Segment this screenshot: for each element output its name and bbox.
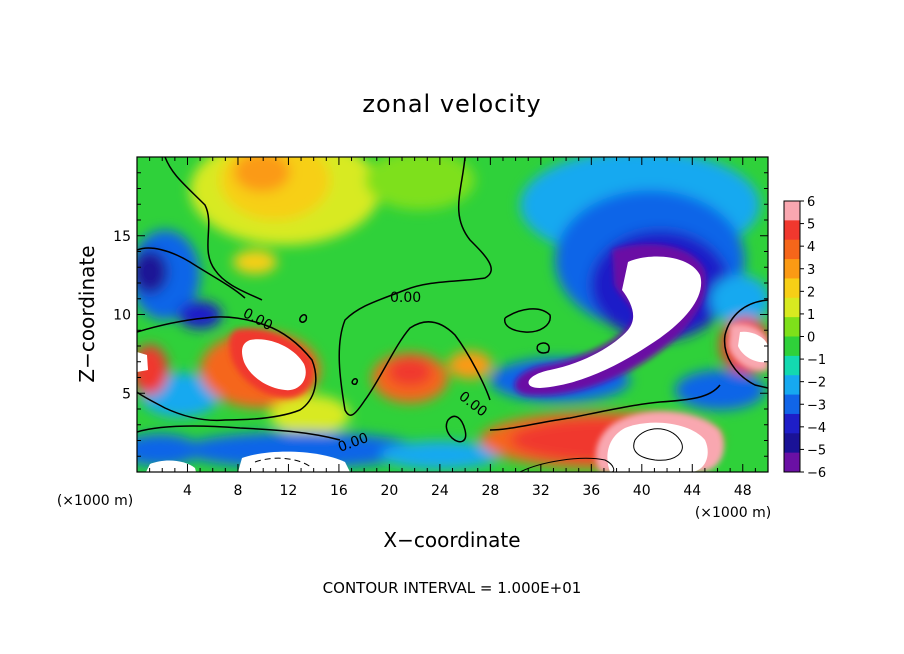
colorbar-swatch: [784, 278, 800, 299]
x-tick-label: 24: [431, 483, 449, 499]
x-tick-label: 8: [233, 483, 242, 499]
colorbar-tick-label: −2: [807, 376, 826, 391]
colorbar-swatch: [784, 297, 800, 318]
colorbar-tick-label: 4: [807, 240, 815, 255]
y-axis-ticks: 5 10 15: [113, 172, 768, 457]
x-tick-label: 16: [330, 483, 348, 499]
closed-contours-high: [254, 428, 683, 472]
y-tick-label: 10: [113, 308, 131, 324]
colorbar: [783, 200, 801, 473]
heatmap-field: [137, 157, 768, 472]
colorbar-tick-label: −4: [807, 421, 826, 436]
x-tick-label: 12: [280, 483, 298, 499]
colorbar-swatch: [784, 413, 800, 434]
x-origin-unit-label: (×1000 m): [57, 493, 133, 509]
x-tick-label: 20: [380, 483, 398, 499]
contour-interval-note: CONTOUR INTERVAL = 1.000E+01: [323, 579, 582, 597]
y-axis-label: Z−coordinate: [75, 245, 99, 382]
colorbar-swatch: [784, 452, 800, 473]
colorbar-tick-label: 6: [807, 195, 815, 210]
colorbar-tick-label: 5: [807, 218, 815, 233]
colorbar-swatch: [784, 355, 800, 376]
colorbar-tick-label: 0: [807, 331, 815, 346]
x-end-unit-label: (×1000 m): [695, 505, 771, 521]
x-tick-label: 32: [532, 483, 550, 499]
x-tick-label: 36: [582, 483, 600, 499]
x-tick-label: 28: [481, 483, 499, 499]
colorbar-swatch: [784, 433, 800, 454]
y-tick-label: 5: [122, 386, 131, 402]
zero-contours: [137, 157, 768, 443]
colorbar-swatch: [784, 317, 800, 337]
colorbar-tick-label: −6: [807, 466, 826, 481]
colorbar-swatch: [784, 239, 800, 260]
x-tick-label: 40: [633, 483, 651, 499]
colorbar-tick-label: 2: [807, 285, 815, 300]
x-tick-label: 4: [183, 483, 192, 499]
x-tick-label: 48: [734, 483, 752, 499]
colorbar-swatch: [784, 336, 800, 357]
x-axis-label: X−coordinate: [383, 528, 520, 552]
colorbar-swatch: [784, 220, 800, 241]
colorbar-tick-label: 3: [807, 263, 815, 278]
colorbar-swatch: [784, 375, 800, 396]
chart-title: zonal velocity: [362, 90, 541, 118]
colorbar-tick-label: 1: [807, 308, 815, 323]
colorbar-swatch: [784, 259, 800, 279]
colorbar-tick-label: −3: [807, 398, 826, 413]
colorbar-swatch: [784, 394, 800, 415]
y-tick-label: 15: [113, 229, 131, 245]
x-tick-label: 44: [683, 483, 701, 499]
contour-label-b: 0.00: [390, 290, 421, 306]
colorbar-tick-label: −5: [807, 443, 826, 458]
colorbar-ticks: 6 5 4 3 2 1 0 −1 −2 −3 −4 −5 −6: [800, 195, 826, 481]
colorbar-tick-label: −1: [807, 353, 826, 368]
x-axis-ticks: 4 8 12 16 20 24 28 32 36 40 44 48: [149, 157, 756, 499]
colorbar-swatch: [784, 201, 800, 221]
